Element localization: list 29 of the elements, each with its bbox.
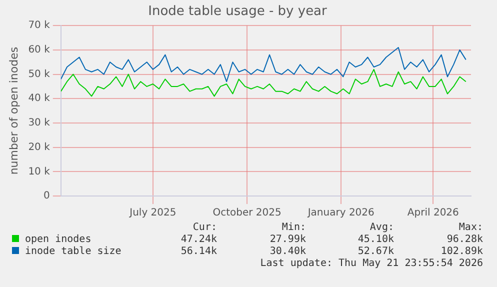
text: Avg: xyxy=(368,222,394,234)
y-tick-label: 20 k xyxy=(28,142,50,153)
text: 27.99k xyxy=(268,234,306,246)
legend-label: inode table size xyxy=(24,246,122,258)
x-tick-label: July 2025 xyxy=(128,208,176,219)
text: Min: xyxy=(280,222,306,234)
text: 45.10k xyxy=(356,234,394,246)
x-tick-label: October 2025 xyxy=(212,208,282,219)
x-tick-label: January 2026 xyxy=(306,208,374,219)
text: 47.24k xyxy=(180,234,217,246)
y-tick-label: 10 k xyxy=(28,166,50,178)
text: Max: xyxy=(458,222,483,234)
text: Last update: Thu May 21 23:55:54 2026 xyxy=(259,258,483,270)
x-tick-label: April 2026 xyxy=(407,208,459,219)
text: 102.89k xyxy=(440,246,483,258)
y-tick-label: 30 k xyxy=(28,118,50,129)
text: 30.40k xyxy=(268,246,306,258)
y-tick-label: 60 k xyxy=(28,44,50,56)
y-tick-label: 70 k xyxy=(28,20,50,32)
y-tick-label: 40 k xyxy=(28,93,50,104)
text: 96.28k xyxy=(446,234,483,246)
y-axis-title: number of open inodes xyxy=(7,46,20,175)
y-tick-label: 0 xyxy=(44,190,50,202)
text: Cur: xyxy=(192,222,217,234)
legend-label: open inodes xyxy=(24,234,92,246)
text: 52.67k xyxy=(356,246,394,258)
chart-title: Inode table usage - by year xyxy=(148,4,328,20)
text: 56.14k xyxy=(180,246,217,258)
y-tick-label: 50 k xyxy=(28,68,50,80)
